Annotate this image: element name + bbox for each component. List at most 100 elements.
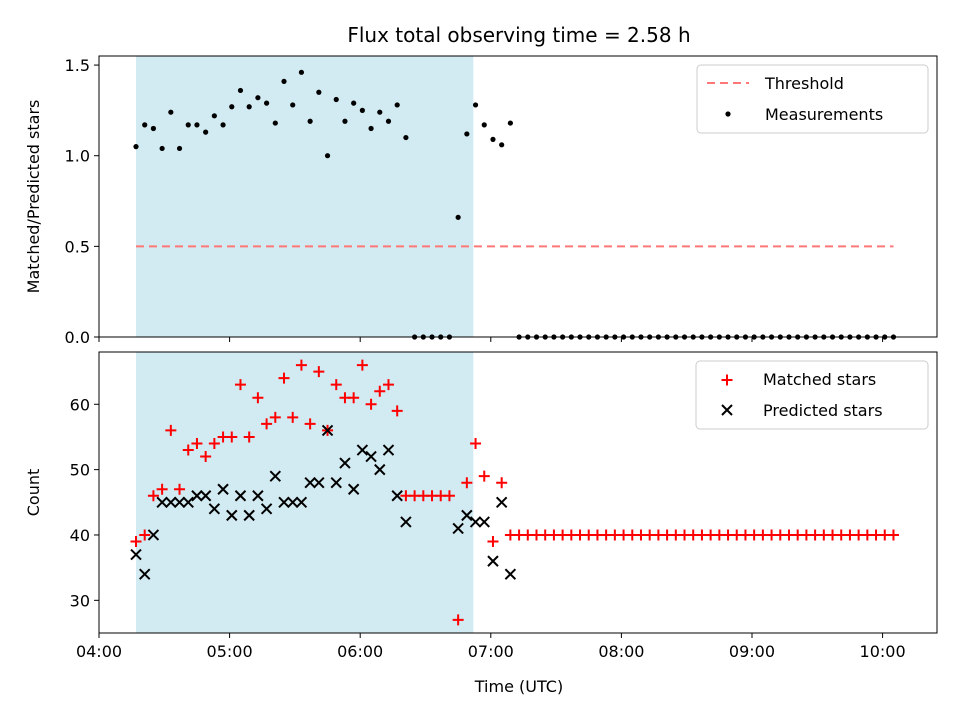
measurement-point <box>237 87 244 94</box>
measurement-point <box>342 118 348 124</box>
measurement-point <box>264 100 270 106</box>
matched-star-point <box>252 392 264 404</box>
matched-star-point <box>461 477 473 489</box>
predicted-star-point <box>252 490 264 502</box>
predicted-star-point <box>234 490 247 502</box>
predicted-star-point <box>461 509 473 522</box>
predicted-star-point <box>182 496 194 509</box>
matched-star-point <box>234 379 246 391</box>
measurement-point <box>168 109 174 115</box>
legend-matched-label: Matched stars <box>763 370 876 389</box>
measurement-point <box>133 144 139 150</box>
legend-predicted-swatch <box>721 404 733 416</box>
measurement-point <box>307 118 313 124</box>
measurement-point <box>281 78 287 84</box>
legend-threshold-label: Threshold <box>764 74 844 93</box>
y-tick-label: 60 <box>70 395 90 414</box>
measurement-point <box>159 145 165 152</box>
predicted-star-point <box>226 509 238 522</box>
predicted-star-point <box>165 496 177 509</box>
x-tick-label: 04:00 <box>76 642 122 661</box>
measurement-point <box>324 153 331 159</box>
y-tick-label: 30 <box>70 591 90 610</box>
predicted-star-point <box>330 476 342 489</box>
bottom-panel: 30 40 50 60 04:00 05:00 06:00 07:00 08:00 09:00 10… <box>24 351 938 661</box>
predicted-star-point <box>156 496 168 509</box>
matched-star-point <box>365 398 377 410</box>
y-axis-label: Matched/Predicted stars <box>24 100 43 294</box>
predicted-star-point <box>347 483 360 495</box>
measurement-point <box>333 96 339 103</box>
y-tick-label: 0.0 <box>65 328 90 347</box>
predicted-star-point <box>191 490 203 502</box>
measurement-point <box>185 122 191 128</box>
x-tick-label: 09:00 <box>729 642 775 661</box>
y-tick-label: 40 <box>70 526 90 545</box>
axes-frame <box>98 351 938 634</box>
matched-star-point <box>382 379 394 391</box>
measurement-point <box>290 102 296 108</box>
measurement-point <box>368 125 374 132</box>
measurement-point <box>455 214 461 220</box>
predicted-star-point <box>374 463 386 476</box>
predicted-star-point <box>452 522 464 535</box>
predicted-star-point <box>287 496 299 509</box>
measurement-point <box>351 100 357 106</box>
x-tick-label: 10:00 <box>860 642 906 661</box>
x-tick-label: 08:00 <box>598 642 644 661</box>
top-panel: 0.0 0.5 1.0 1.5 Matched/Predicted stars Thres… <box>24 55 938 347</box>
matched-star-point <box>165 424 177 436</box>
measurement-point <box>142 122 148 128</box>
chart-title: Flux total observing time = 2.58 h <box>347 23 690 47</box>
matched-star-point <box>139 529 151 541</box>
measurement-point <box>394 102 400 108</box>
shaded-interval <box>136 352 474 633</box>
predicted-star-point <box>487 555 499 567</box>
measurement-point <box>481 122 487 128</box>
y-tick-label: 1.5 <box>65 56 90 75</box>
predicted-star-point <box>391 490 403 502</box>
matched-star-point <box>278 372 290 384</box>
predicted-star-point <box>469 516 482 528</box>
measurement-point <box>359 107 365 113</box>
measurement-point <box>298 69 305 75</box>
measurement-point <box>316 89 322 95</box>
matched-star-point <box>887 529 899 541</box>
x-axis-label: Time (UTC) <box>474 677 563 696</box>
predicted-star-point <box>269 470 282 482</box>
predicted-star-point <box>304 476 316 489</box>
predicted-star-point <box>139 568 151 580</box>
matched-star-point <box>304 418 316 430</box>
x-tick-label: 05:00 <box>207 642 253 661</box>
y-tick-label: 50 <box>70 461 90 480</box>
matched-star-point <box>356 359 368 371</box>
measurement-point <box>472 102 479 108</box>
measurement-point <box>203 129 209 135</box>
measurement-point <box>176 145 183 152</box>
shaded-interval <box>136 56 474 337</box>
matched-star-point <box>391 405 403 417</box>
matched-star-point <box>313 366 325 378</box>
predicted-star-point <box>400 516 412 528</box>
legend-predicted-label: Predicted stars <box>763 401 883 420</box>
matched-star-point <box>182 444 194 456</box>
predicted-star-point <box>321 424 334 437</box>
matched-star-point <box>191 437 203 449</box>
predicted-star-point <box>339 457 351 469</box>
matched-star-point <box>443 490 455 502</box>
matched-star-point <box>487 536 499 548</box>
axes-frame <box>98 55 938 338</box>
x-tick-label: 07:00 <box>468 642 514 661</box>
matched-star-point <box>261 418 273 430</box>
measurement-point <box>194 122 200 128</box>
y-tick-label: 1.0 <box>65 147 90 166</box>
predicted-star-point <box>260 503 273 515</box>
predicted-star-point <box>130 548 142 561</box>
matched-star-point <box>130 536 142 548</box>
x-tick-label: 06:00 <box>337 642 383 661</box>
measurement-point <box>229 104 235 110</box>
matched-star-point <box>287 411 299 423</box>
measurement-point <box>246 104 252 110</box>
predicted-star-point <box>295 496 308 509</box>
